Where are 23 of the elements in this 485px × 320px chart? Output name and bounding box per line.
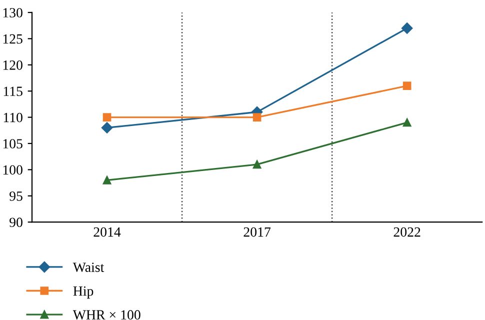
y-tick-label: 120: [3, 60, 22, 70]
y-tick-label: 95: [10, 192, 22, 201]
y-tick-label: 110: [4, 112, 22, 122]
legend-label: Hip: [73, 286, 94, 299]
y-tick-label: 130: [3, 8, 22, 18]
legend-label: WHR × 100: [72, 310, 140, 320]
x-tick-label: 2017: [244, 227, 271, 237]
y-tick-label: 90: [10, 218, 22, 228]
point: [402, 118, 412, 127]
y-tick-label: 100: [3, 165, 22, 175]
x-tick-label: 2022: [394, 227, 420, 237]
point: [252, 113, 262, 122]
y-tick-label: 125: [3, 34, 22, 44]
point: [101, 122, 113, 134]
point: [401, 22, 413, 34]
point: [102, 176, 112, 184]
point: [252, 160, 262, 169]
point: [102, 113, 112, 122]
legend-label: Waist: [72, 262, 104, 272]
point: [402, 82, 412, 90]
y-tick-label: 105: [3, 139, 22, 148]
x-tick-label: 2014: [94, 227, 121, 237]
y-tick-label: 115: [4, 86, 22, 96]
